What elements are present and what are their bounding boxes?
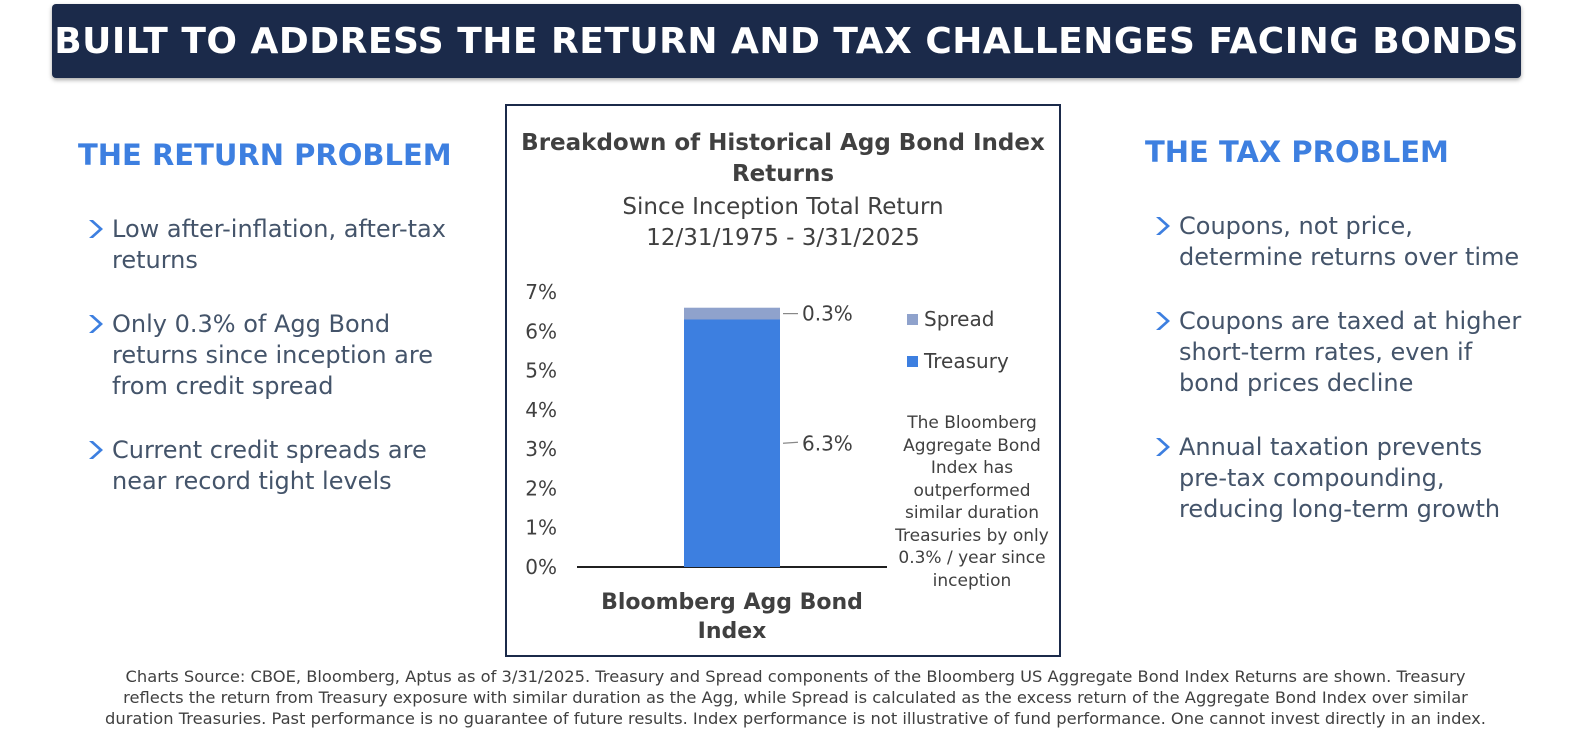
y-tick-label: 0% (525, 555, 557, 579)
legend-swatch-spread (907, 313, 918, 325)
x-category-label: Bloomberg Agg Bond Index (601, 590, 863, 644)
data-label-treasury: 6.3% (802, 431, 853, 455)
footer-line: Charts Source: CBOE, Bloomberg, Aptus as… (125, 667, 1466, 686)
y-tick-label: 4% (525, 398, 557, 422)
header-banner: BUILT TO ADDRESS THE RETURN AND TAX CHAL… (52, 4, 1521, 78)
list-item: Annual taxation prevents pre-tax compoun… (1145, 432, 1525, 525)
footer-line: duration Treasuries. Past performance is… (105, 709, 1486, 728)
chevron-right-icon (89, 315, 103, 333)
chevron-right-icon (89, 220, 103, 238)
chevron-right-icon (1156, 312, 1170, 330)
y-tick-label: 6% (525, 319, 557, 343)
footer-disclaimer: Charts Source: CBOE, Bloomberg, Aptus as… (0, 666, 1591, 729)
y-tick-label: 1% (525, 516, 557, 540)
list-item: Only 0.3% of Agg Bond returns since ince… (78, 309, 473, 402)
chart-title: Breakdown of Historical Agg Bond Index R… (521, 130, 1045, 187)
y-tick-label: 7% (525, 280, 557, 304)
list-item: Coupons, not price, determine returns ov… (1145, 211, 1525, 273)
y-tick-label: 2% (525, 476, 557, 500)
chevron-right-icon (1156, 438, 1170, 456)
data-label-spread: 0.3% (802, 302, 853, 326)
legend-item-spread: Spread (907, 307, 994, 331)
list-item: Low after-inflation, after-tax returns (78, 214, 473, 276)
y-tick-label: 3% (525, 437, 557, 461)
tax-problem-list: Coupons, not price, determine returns ov… (1145, 211, 1525, 558)
chart-annotation: The Bloomberg Aggregate Bond Index has o… (895, 413, 1049, 591)
chart-subtitle-line1: Since Inception Total Return (622, 194, 944, 220)
chevron-right-icon (89, 441, 103, 459)
bar-spread (684, 307, 780, 320)
chart-panel: Breakdown of Historical Agg Bond Index R… (505, 104, 1061, 657)
bullet-text: Current credit spreads are near record t… (112, 436, 427, 495)
bullet-text: Only 0.3% of Agg Bond returns since ince… (112, 310, 433, 400)
tax-problem-title: THE TAX PROBLEM (1145, 135, 1449, 169)
list-item: Current credit spreads are near record t… (78, 435, 473, 497)
legend-item-treasury: Treasury (907, 349, 1009, 373)
y-tick-label: 5% (525, 359, 557, 383)
chart-subtitle: Since Inception Total Return 12/31/1975 … (507, 192, 1059, 254)
list-item: Coupons are taxed at higher short-term r… (1145, 306, 1525, 399)
legend-label: Treasury (924, 349, 1009, 373)
page-title: BUILT TO ADDRESS THE RETURN AND TAX CHAL… (54, 20, 1519, 62)
chevron-right-icon (1156, 217, 1170, 235)
bullet-text: Coupons are taxed at higher short-term r… (1179, 307, 1522, 397)
bullet-text: Annual taxation prevents pre-tax compoun… (1179, 433, 1501, 523)
bullet-text: Coupons, not price, determine returns ov… (1179, 212, 1520, 271)
chart-subtitle-line2: 12/31/1975 - 3/31/2025 (646, 225, 920, 251)
footer-line: reflects the return from Treasury exposu… (123, 688, 1468, 707)
legend-label: Spread (924, 307, 995, 331)
return-problem-title: THE RETURN PROBLEM (78, 138, 452, 172)
bar-chart: 0% 1% 2% 3% 4% 5% 6% 7% 6.3% 0.3% (525, 280, 887, 579)
bullet-text: Low after-inflation, after-tax returns (112, 215, 446, 274)
leader-line (782, 441, 799, 444)
legend-swatch-treasury (907, 355, 918, 367)
bar-treasury (684, 319, 780, 567)
return-problem-list: Low after-inflation, after-tax returns O… (78, 214, 473, 530)
